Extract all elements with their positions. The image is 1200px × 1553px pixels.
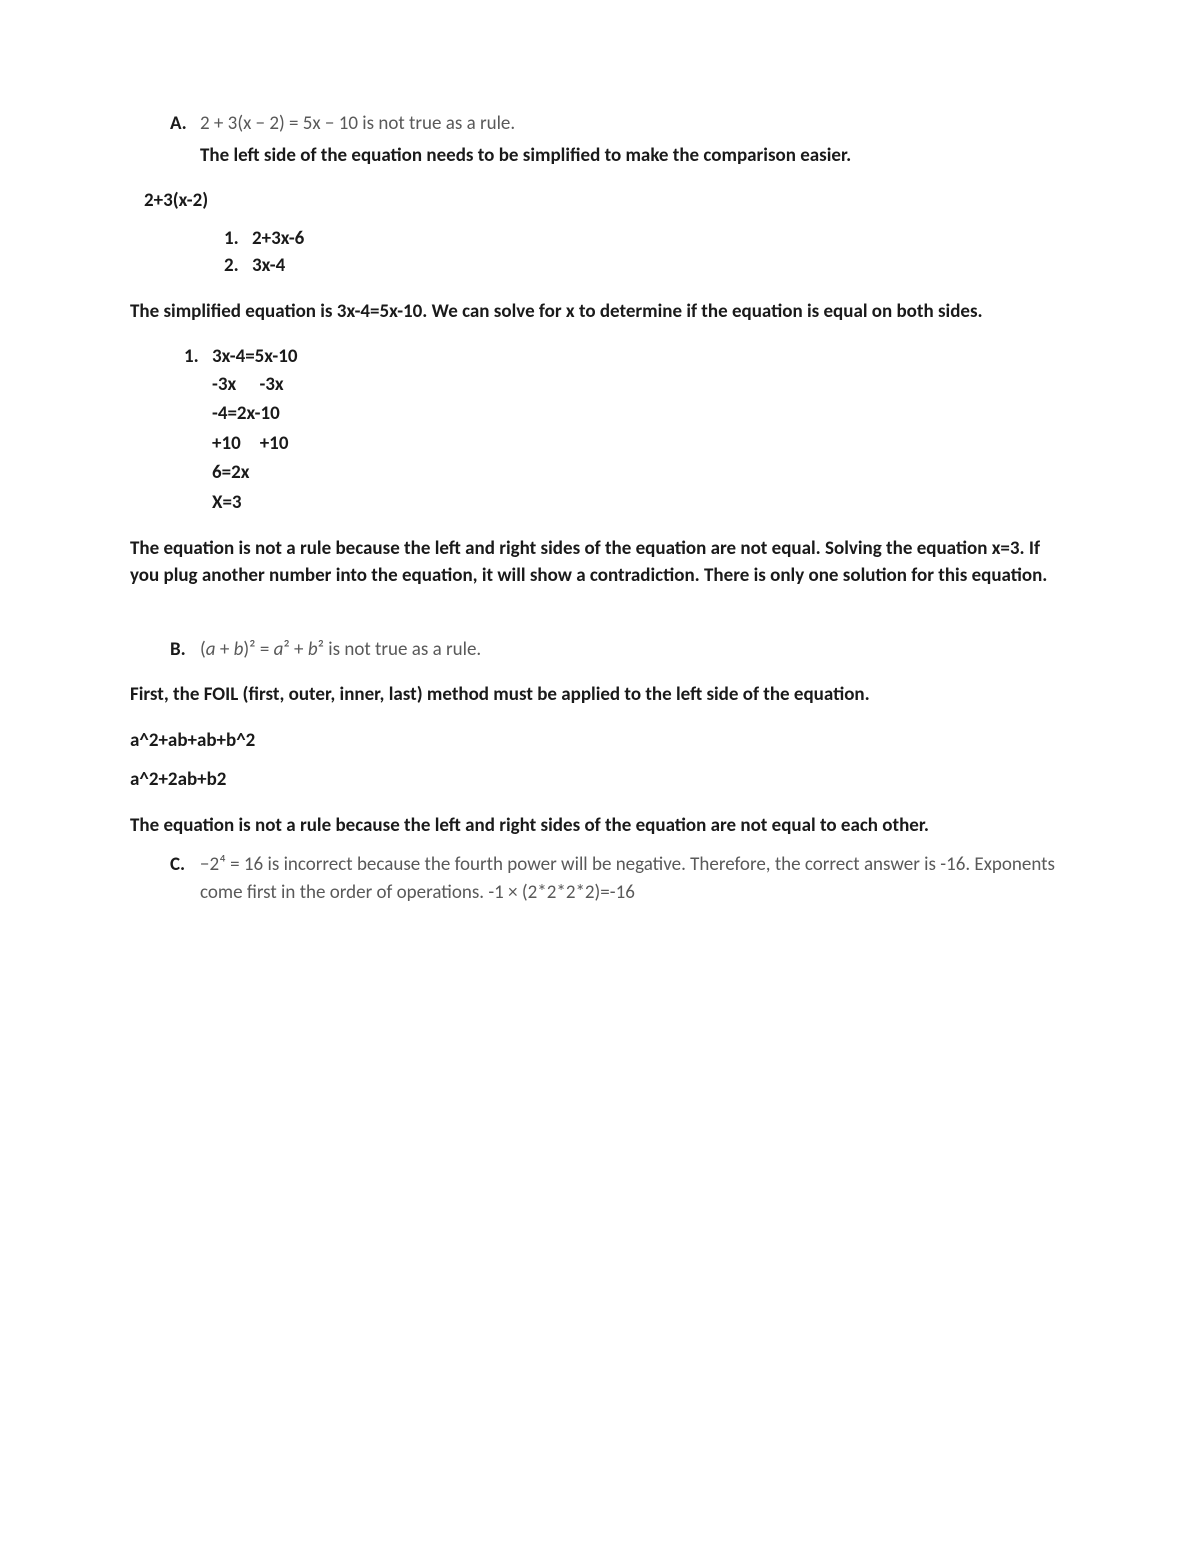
b-s-a: a xyxy=(206,638,216,661)
b-s-a2: a xyxy=(274,638,284,661)
a-solve-l2: -3x -3x xyxy=(212,371,1070,399)
a-expr: 2+3(x-2) xyxy=(144,187,1070,215)
a-solve-l5: 6=2x xyxy=(212,459,1070,487)
b-foil2: a^2+2ab+b2 xyxy=(130,766,1070,794)
a-solve-l4: +10 +10 xyxy=(212,430,1070,458)
a-simplify-1: 1. 2+3x-6 xyxy=(224,225,1070,253)
b-s-tail: is not true as a rule. xyxy=(324,638,481,661)
b-s-b: b xyxy=(234,638,244,661)
document-page: A. 2 + 3(x − 2) = 5x − 10 is not true as… xyxy=(0,0,1200,906)
list-num: 1. xyxy=(224,225,252,253)
a-simplify-2-text: 3x-4 xyxy=(252,252,285,280)
b-para1: First, the FOIL (first, outer, inner, la… xyxy=(130,681,1070,709)
b-statement: (a + b)² = a² + b² is not true as a rule… xyxy=(200,636,481,664)
a-solve-l1: 3x-4=5x-10 xyxy=(212,343,298,371)
section-c-header: C. −2⁴ = 16 is incorrect because the fou… xyxy=(170,851,1070,906)
a-para1: The simplified equation is 3x-4=5x-10. W… xyxy=(130,298,1070,326)
a-solve-l6: X=3 xyxy=(212,489,1070,517)
a-simplify-list: 1. 2+3x-6 2. 3x-4 xyxy=(184,225,1070,280)
a-statement: 2 + 3(x − 2) = 5x − 10 is not true as a … xyxy=(200,110,515,138)
a-solve-steps: -3x -3x -4=2x-10 +10 +10 6=2x X=3 xyxy=(212,371,1070,517)
b-s-plus: + xyxy=(216,638,234,661)
label-c: C. xyxy=(170,851,200,906)
label-a: A. xyxy=(170,110,200,138)
section-b-header: B. (a + b)² = a² + b² is not true as a r… xyxy=(170,636,1070,664)
a-simplify-2: 2. 3x-4 xyxy=(224,252,1070,280)
b-s-mid: )² = xyxy=(243,638,273,661)
a-solve-block: 1. 3x-4=5x-10 -3x -3x -4=2x-10 +10 +10 6… xyxy=(144,343,1070,516)
b-foil1: a^2+ab+ab+b^2 xyxy=(130,727,1070,755)
a-simplify-1-text: 2+3x-6 xyxy=(252,225,304,253)
a-solve-l3: -4=2x-10 xyxy=(212,400,1070,428)
a-para2: The equation is not a rule because the l… xyxy=(130,535,1070,590)
list-num: 2. xyxy=(224,252,252,280)
a-line2: The left side of the equation needs to b… xyxy=(200,142,1070,170)
c-line1: −2⁴ = 16 is incorrect because the fourth… xyxy=(200,851,1070,906)
b-s-plus2: + xyxy=(290,638,308,661)
list-num: 1. xyxy=(184,343,212,371)
b-s-b2: b xyxy=(308,638,318,661)
section-a-header: A. 2 + 3(x − 2) = 5x − 10 is not true as… xyxy=(170,110,1070,138)
label-b: B. xyxy=(170,636,200,664)
b-para2: The equation is not a rule because the l… xyxy=(130,812,1070,840)
a-solve-row1: 1. 3x-4=5x-10 xyxy=(184,343,1070,371)
